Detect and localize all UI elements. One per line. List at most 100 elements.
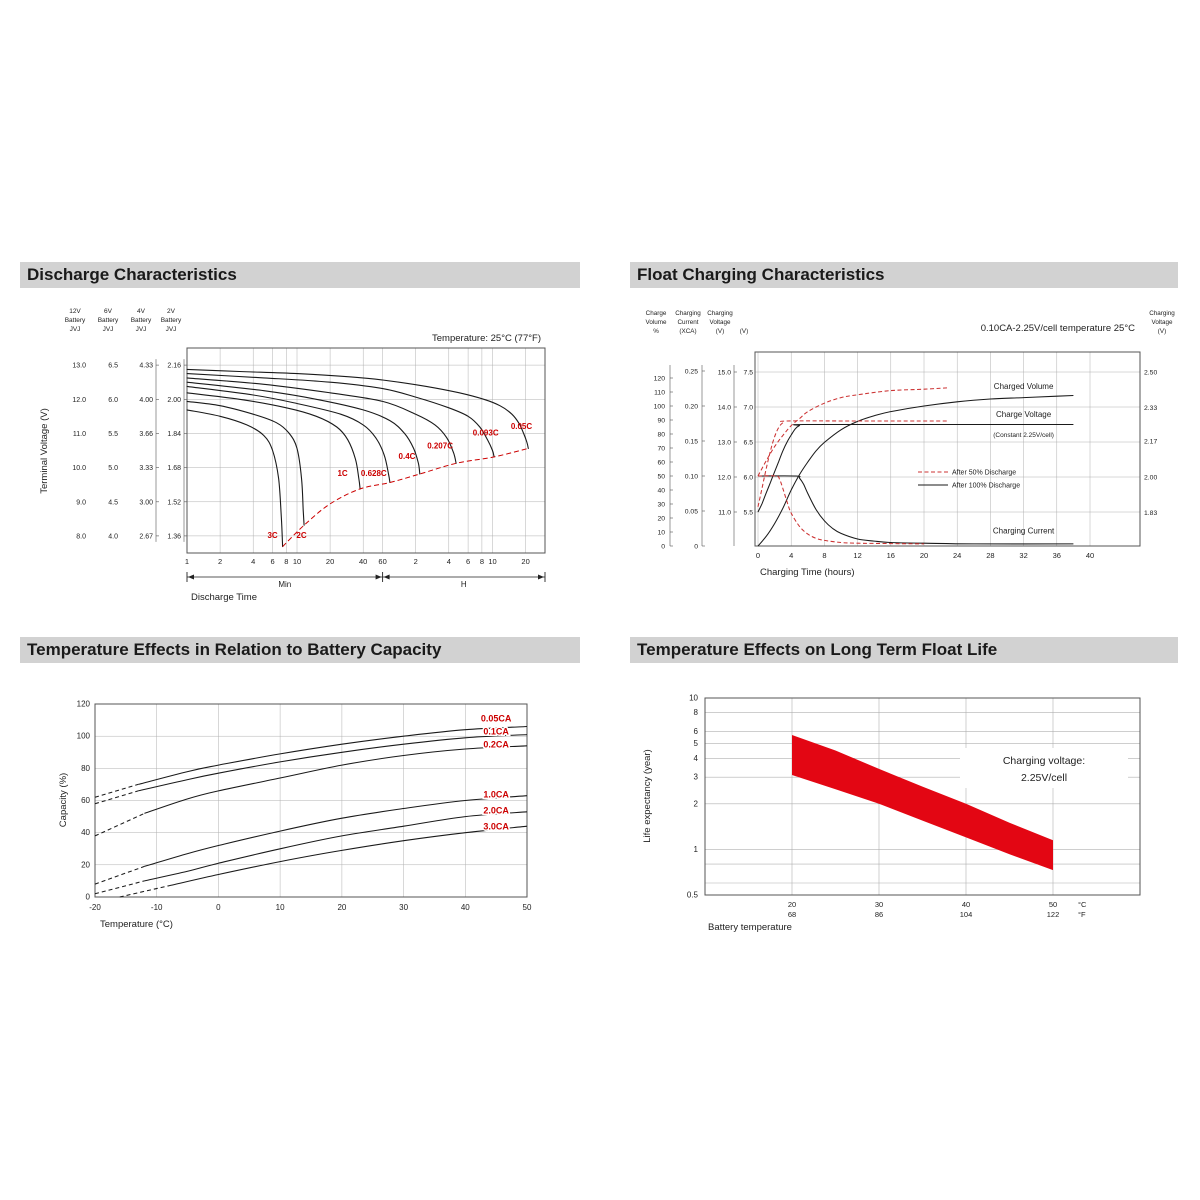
svg-text:4V: 4V	[137, 308, 146, 315]
svg-text:Voltage: Voltage	[1151, 319, 1173, 326]
svg-text:°C: °C	[1078, 900, 1087, 909]
svg-text:0.2CA: 0.2CA	[483, 739, 509, 749]
svg-text:10: 10	[657, 529, 665, 536]
svg-text:°F: °F	[1078, 910, 1086, 919]
svg-text:9.0: 9.0	[76, 499, 86, 506]
grid	[754, 351, 1141, 547]
svg-text:0.628C: 0.628C	[361, 469, 387, 478]
section-header-temp-capacity: Temperature Effects in Relation to Batte…	[20, 637, 580, 663]
annotations: 3C 2C 1C 0.628C 0.4C 0.207C 0.093C 0.05C Tempera…	[39, 333, 541, 603]
svg-text:40: 40	[657, 487, 665, 494]
svg-text:4: 4	[447, 557, 451, 566]
axis-labels: 12VBatteryJVJ13.012.011.010.09.08.06VBat…	[65, 308, 546, 589]
svg-text:0.093C: 0.093C	[473, 429, 499, 438]
svg-text:1.83: 1.83	[1144, 510, 1157, 517]
svg-text:Battery: Battery	[131, 317, 152, 324]
svg-text:32: 32	[1019, 551, 1027, 560]
svg-text:20: 20	[81, 860, 90, 869]
svg-text:0.207C: 0.207C	[427, 441, 453, 450]
svg-text:86: 86	[875, 910, 883, 919]
svg-text:After 50% Discharge: After 50% Discharge	[952, 470, 1016, 477]
svg-text:60: 60	[81, 796, 90, 805]
svg-text:2.17: 2.17	[1144, 439, 1157, 446]
svg-text:120: 120	[654, 375, 666, 382]
svg-text:4.5: 4.5	[108, 499, 118, 506]
svg-text:80: 80	[81, 764, 90, 773]
svg-text:12V: 12V	[69, 308, 81, 315]
svg-text:Charge: Charge	[646, 310, 667, 317]
svg-text:8: 8	[822, 551, 826, 560]
svg-text:90: 90	[657, 417, 665, 424]
svg-text:13.0: 13.0	[718, 439, 731, 446]
svg-text:6.0: 6.0	[744, 474, 754, 481]
svg-text:0: 0	[694, 543, 698, 550]
svg-text:5.5: 5.5	[108, 431, 118, 438]
svg-text:4.0: 4.0	[108, 533, 118, 540]
svg-text:1.84: 1.84	[167, 431, 181, 438]
axis-labels: ChargeVolume%120110100908070605040302010…	[645, 310, 1175, 578]
svg-text:20: 20	[920, 551, 928, 560]
svg-text:0.05CA: 0.05CA	[481, 714, 512, 724]
svg-text:120: 120	[77, 700, 91, 709]
svg-text:H: H	[461, 580, 467, 589]
svg-text:JVJ: JVJ	[103, 326, 114, 333]
grid	[94, 703, 528, 898]
svg-text:Charging Current: Charging Current	[993, 526, 1055, 535]
svg-text:Volume: Volume	[645, 319, 667, 326]
svg-text:6V: 6V	[104, 308, 113, 315]
svg-text:20: 20	[326, 557, 334, 566]
svg-text:2.25V/cell: 2.25V/cell	[1021, 772, 1067, 784]
svg-text:0.20: 0.20	[685, 403, 698, 410]
svg-text:4: 4	[694, 754, 699, 763]
svg-text:40: 40	[359, 557, 367, 566]
series	[94, 725, 528, 898]
svg-text:3C: 3C	[267, 531, 277, 540]
svg-text:7.5: 7.5	[744, 369, 754, 376]
svg-text:-10: -10	[151, 903, 163, 912]
svg-text:(V): (V)	[740, 328, 748, 335]
svg-text:Current: Current	[678, 319, 699, 326]
float-life-band	[792, 735, 1053, 871]
svg-text:10: 10	[293, 557, 301, 566]
axis-labels: 0 20 40 60 80 100 120 -20 -10 0 10 20 30 40 50	[77, 700, 532, 913]
svg-text:(XCA): (XCA)	[679, 328, 696, 335]
svg-text:1.52: 1.52	[167, 499, 181, 506]
svg-text:20: 20	[657, 515, 665, 522]
svg-text:16: 16	[887, 551, 895, 560]
svg-text:50: 50	[523, 903, 532, 912]
svg-text:0.15: 0.15	[685, 438, 698, 445]
svg-text:110: 110	[654, 389, 665, 396]
svg-text:80: 80	[657, 431, 665, 438]
svg-text:40: 40	[461, 903, 470, 912]
svg-text:(V): (V)	[716, 328, 724, 335]
svg-text:50: 50	[657, 473, 665, 480]
svg-text:20: 20	[788, 900, 796, 909]
series	[757, 387, 1074, 547]
svg-text:2C: 2C	[296, 531, 306, 540]
svg-text:12.0: 12.0	[72, 397, 86, 404]
annotations: Charging voltage: 2.25V/cell Life expectan…	[642, 748, 1128, 933]
svg-text:70: 70	[657, 445, 665, 452]
svg-text:4: 4	[251, 557, 255, 566]
svg-text:11.0: 11.0	[718, 509, 731, 516]
svg-text:Charge Voltage: Charge Voltage	[996, 410, 1052, 419]
svg-text:6: 6	[694, 727, 699, 736]
svg-text:2.00: 2.00	[167, 397, 181, 404]
svg-text:10: 10	[276, 903, 285, 912]
svg-text:15.0: 15.0	[718, 369, 731, 376]
svg-text:Battery temperature: Battery temperature	[708, 922, 792, 933]
discharge-characteristics-chart: 12VBatteryJVJ13.012.011.010.09.08.06VBat…	[39, 308, 546, 603]
svg-text:14.0: 14.0	[718, 404, 731, 411]
svg-text:8.0: 8.0	[76, 533, 86, 540]
svg-text:0.05: 0.05	[685, 508, 698, 515]
svg-text:5: 5	[694, 739, 699, 748]
svg-text:12: 12	[853, 551, 861, 560]
svg-text:68: 68	[788, 910, 796, 919]
svg-text:40: 40	[1086, 551, 1094, 560]
svg-text:2: 2	[414, 557, 418, 566]
svg-text:12.0: 12.0	[718, 474, 731, 481]
svg-text:Charging: Charging	[707, 310, 733, 317]
svg-text:1C: 1C	[337, 469, 347, 478]
